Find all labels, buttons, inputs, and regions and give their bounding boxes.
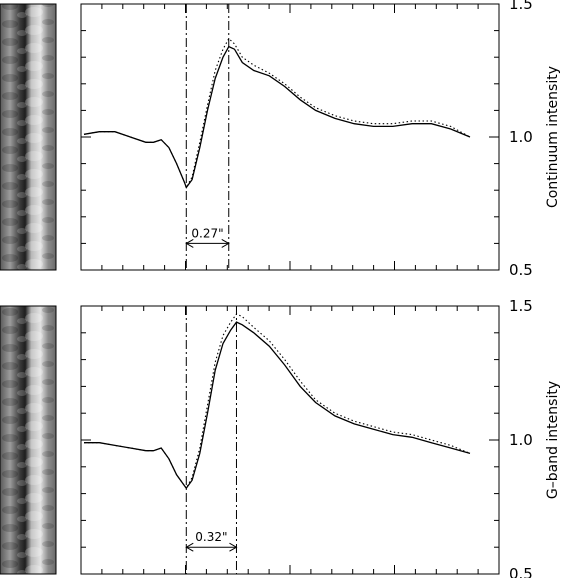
image-strip-top [0,3,57,271]
plot-frame [80,3,500,271]
solid-series-line [84,321,471,490]
solid-series-line [83,45,471,189]
separation-label: 0.32" [195,530,227,544]
plot-frame [80,305,500,575]
arrow-head-right [221,238,230,248]
separation-arrow [185,238,230,248]
y-tick-label-mid: 1.0 [509,431,533,449]
y-axis-title: G–band intensity [545,381,561,499]
gband-panel: 0.32" 1.5 1.0 0.5 G–band intensity [80,297,561,578]
dotted-series-line [84,313,471,490]
arrow-head-left [185,238,194,248]
separation-arrow [185,542,238,552]
continuum-panel: 0.27" 1.5 1.0 0.5 Continuum intensity [80,0,561,279]
arrow-head-right [229,542,238,552]
tick-marks [80,305,500,575]
y-tick-label-high: 1.5 [509,0,533,13]
y-tick-label-mid: 1.0 [509,128,533,146]
separation-label: 0.27" [191,226,223,240]
y-tick-label-high: 1.5 [509,297,533,315]
dotted-series-line [83,37,471,189]
y-axis-title: Continuum intensity [545,66,561,208]
image-strip-bottom [0,305,57,575]
y-tick-label-low: 0.5 [509,261,533,279]
arrow-head-left [185,542,194,552]
y-tick-label-low: 0.5 [509,565,533,578]
tick-marks [80,3,500,271]
